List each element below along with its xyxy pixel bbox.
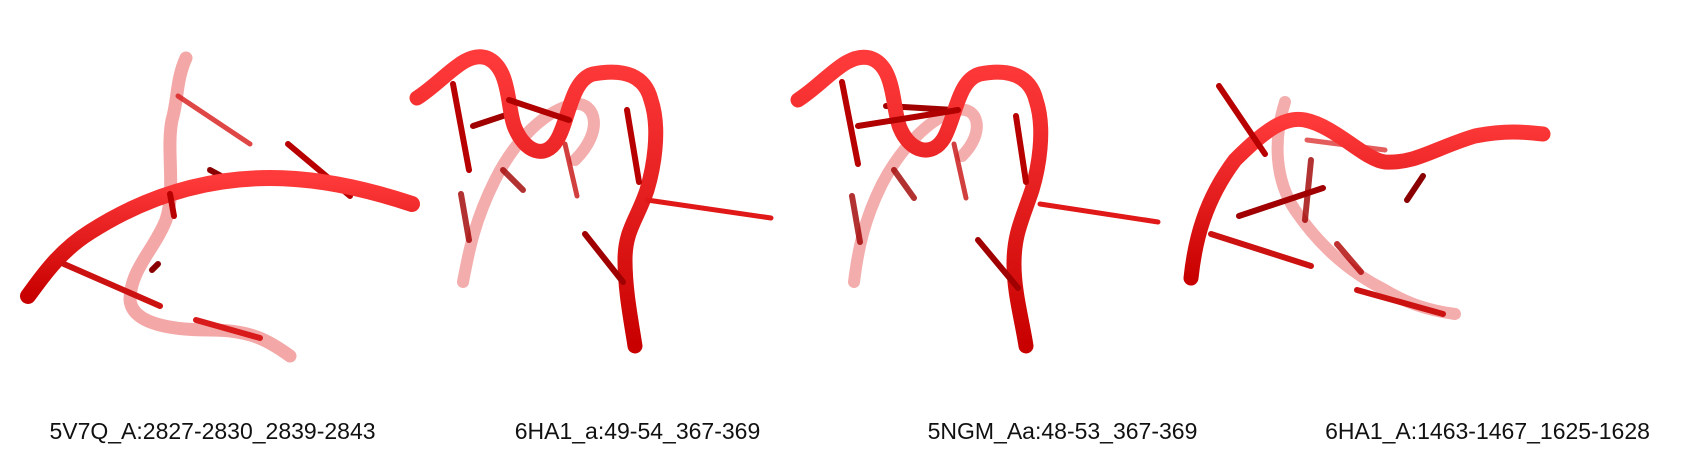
structure-panel-1: 5V7Q_A:2827-2830_2839-2843: [0, 0, 425, 460]
structure-panel-4: 6HA1_A:1463-1467_1625-1628: [1183, 0, 1700, 460]
rna-structure-3: [790, 49, 1161, 354]
structure-panel-2: 6HA1_a:49-54_367-369: [409, 0, 850, 460]
rna-structure-2: [409, 49, 774, 354]
structure-label: 5V7Q_A:2827-2830_2839-2843: [49, 418, 376, 444]
structure-label: 6HA1_a:49-54_367-369: [514, 418, 761, 444]
rna-structure-4: [1183, 83, 1551, 320]
structure-label: 6HA1_A:1463-1467_1625-1628: [1325, 418, 1650, 444]
structure-label: 5NGM_Aa:48-53_367-369: [927, 418, 1198, 444]
structure-panel-3: 5NGM_Aa:48-53_367-369: [790, 0, 1275, 460]
rna-structure-1: [20, 51, 420, 363]
